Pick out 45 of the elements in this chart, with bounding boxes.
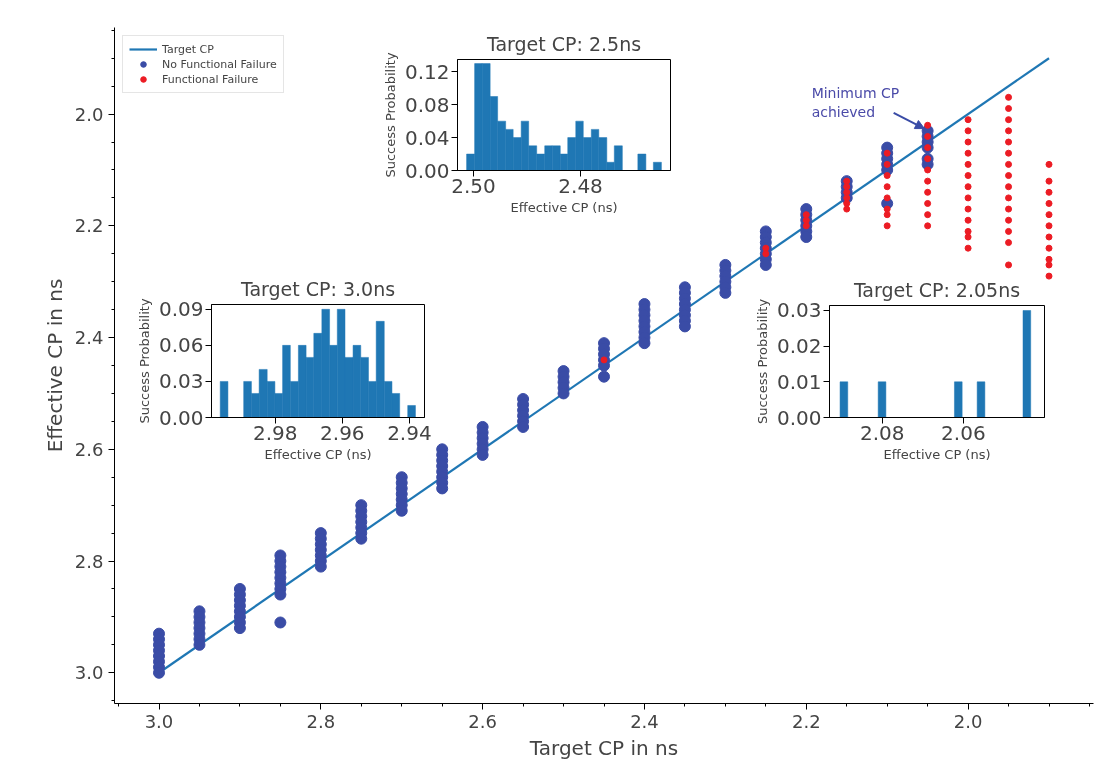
y-tick-label: 0.08 — [404, 92, 450, 117]
y-axis-title: Effective CP in ns — [42, 278, 67, 453]
y-tick-label: 2.6 — [74, 438, 104, 460]
x-tick-label: 2.8 — [306, 710, 336, 732]
y-tick-label: 0.02 — [776, 334, 822, 359]
y-tick-label: 2.4 — [74, 327, 104, 349]
x-axis-title: Effective CP (ns) — [264, 446, 372, 462]
x-tick-label: 2.96 — [320, 420, 365, 445]
x-tick-label: 2.6 — [468, 710, 497, 732]
x-axis-title: Target CP in ns — [528, 735, 679, 760]
x-tick-label: 2.06 — [941, 420, 986, 445]
y-axis-title: Success Probability — [136, 298, 152, 424]
x-tick-label: 3.0 — [144, 710, 174, 732]
y-tick-label: 0.00 — [404, 158, 450, 183]
y-tick-label: 0.03 — [776, 298, 822, 323]
x-tick-label: 2.98 — [252, 420, 298, 445]
chart-title: Target CP: 3.0ns — [239, 277, 396, 300]
x-tick-label: 2.0 — [953, 710, 983, 732]
y-tick-label: 0.04 — [404, 125, 450, 150]
y-tick-label: 0.00 — [158, 405, 204, 430]
y-tick-label: 2.8 — [74, 550, 104, 572]
annotation: Minimum CP achieved — [811, 84, 900, 121]
y-axis-title: Success Probability — [382, 52, 398, 178]
y-tick-label: 2.0 — [74, 103, 104, 125]
legend-label: Functional Failure — [162, 72, 259, 86]
x-tick-label: 2.08 — [859, 420, 905, 445]
y-tick-label: 3.0 — [74, 662, 104, 684]
y-tick-label: 2.2 — [74, 215, 104, 237]
y-tick-label: 0.12 — [404, 59, 450, 84]
y-tick-label: 0.03 — [158, 369, 204, 394]
x-axis-title: Effective CP (ns) — [883, 446, 991, 462]
y-axis-title: Success Probability — [754, 298, 770, 425]
y-tick-label: 0.01 — [776, 369, 822, 394]
y-tick-label: 0.06 — [158, 333, 204, 358]
y-tick-label: 0.09 — [158, 297, 204, 322]
chart-title: Target CP: 2.05ns — [852, 278, 1021, 301]
chart-title: Target CP: 2.5ns — [485, 32, 642, 55]
legend-label: Target CP — [162, 42, 214, 56]
y-tick-label: 0.00 — [776, 405, 822, 430]
x-tick-label: 2.50 — [451, 173, 496, 198]
legend-label: No Functional Failure — [162, 57, 277, 71]
x-tick-label: 2.48 — [558, 173, 603, 198]
x-axis-title: Effective CP (ns) — [510, 199, 618, 215]
x-tick-label: 2.4 — [630, 710, 659, 732]
x-tick-label: 2.94 — [387, 420, 432, 445]
